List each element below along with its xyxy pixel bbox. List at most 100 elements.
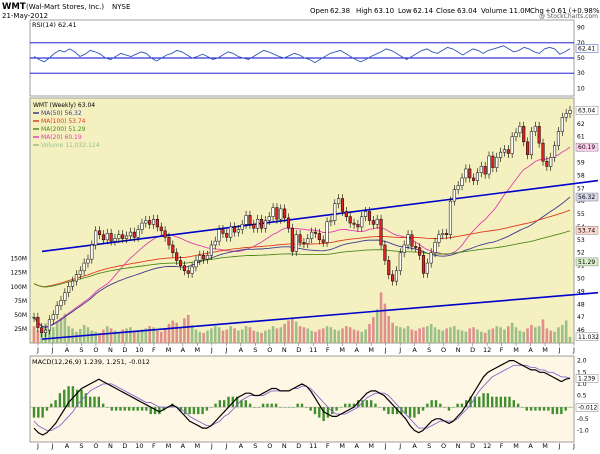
- candle-body: [279, 209, 282, 219]
- candle-body: [318, 233, 321, 239]
- candle-body: [264, 221, 267, 229]
- price-panel-frame: [30, 98, 574, 343]
- volume-bar: [569, 337, 572, 343]
- volume-bar: [102, 330, 105, 344]
- candle-body: [569, 110, 572, 113]
- candle-body: [91, 245, 94, 259]
- volume-bar: [549, 331, 552, 343]
- candle-body: [310, 232, 313, 238]
- volume-bar: [526, 328, 529, 343]
- volume-bar: [226, 330, 229, 344]
- candle-body: [110, 233, 113, 241]
- candle-body: [125, 236, 128, 239]
- macd-histogram-bar: [539, 407, 541, 410]
- macd-histogram-bar: [119, 407, 121, 410]
- macd-histogram-bar: [461, 404, 463, 407]
- candle-body: [287, 218, 290, 228]
- candle-body: [226, 233, 229, 237]
- macd-histogram-bar: [54, 400, 56, 407]
- volume-bar: [318, 330, 321, 344]
- volume-bar: [372, 317, 375, 343]
- candle-body: [360, 217, 363, 227]
- macd-histogram-bar: [223, 400, 225, 407]
- volume-bar: [364, 330, 367, 344]
- macd-histogram-bar: [422, 407, 424, 410]
- macd-histogram-bar: [137, 407, 139, 410]
- macd-histogram-bar: [253, 407, 255, 408]
- x-axis-label: N: [282, 346, 287, 354]
- macd-histogram-bar: [495, 397, 497, 407]
- candle-body: [476, 173, 479, 181]
- x-axis-label: N: [456, 346, 461, 354]
- macd-histogram-bar: [249, 404, 251, 407]
- macd-histogram-bar: [132, 407, 134, 410]
- candle-body: [94, 231, 97, 245]
- candle-body: [384, 245, 387, 260]
- volume-bar: [137, 332, 140, 343]
- macd-x-axis-label: D: [470, 442, 475, 450]
- macd-histogram-bar: [430, 400, 432, 407]
- macd-histogram-bar: [556, 407, 558, 414]
- volume-label: Volume: [481, 7, 507, 15]
- volume-bar: [148, 326, 151, 343]
- x-axis-label: D: [470, 346, 475, 354]
- candle-body: [175, 253, 178, 261]
- volume-bar: [399, 327, 402, 343]
- macd-x-axis-label: A: [354, 442, 359, 450]
- candle-body: [368, 211, 371, 220]
- macd-x-axis-label: A: [181, 442, 186, 450]
- macd-x-axis-label: O: [93, 442, 98, 450]
- x-axis-label: S: [253, 346, 257, 354]
- candle-body: [202, 255, 205, 259]
- volume-bar: [434, 327, 437, 343]
- macd-x-axis-label: J: [51, 442, 54, 450]
- candle-body: [233, 227, 236, 232]
- price-value-tag-label: 51.29: [578, 259, 595, 266]
- macd-x-axis-label: A: [65, 442, 70, 450]
- macd-histogram-bar: [46, 407, 48, 410]
- macd-histogram-bar: [374, 404, 376, 407]
- volume-bar: [322, 328, 325, 343]
- candle-body: [492, 156, 495, 168]
- macd-tick-label: 2.0: [577, 358, 587, 365]
- volume-bar: [403, 328, 406, 343]
- macd-x-axis-label: S: [427, 442, 431, 450]
- volume-bar: [542, 319, 545, 343]
- x-axis-label: F: [152, 346, 156, 354]
- price-tick-label: 53: [577, 237, 585, 244]
- price-tick-label: 47: [577, 314, 585, 321]
- volume-bar: [380, 292, 383, 343]
- candle-body: [148, 221, 151, 225]
- volume-bar: [276, 328, 279, 343]
- volume-bar: [457, 330, 460, 344]
- macd-x-axis-label: M: [513, 442, 519, 450]
- x-axis-label: O: [267, 346, 272, 354]
- rsi-tick-label: 90: [577, 25, 585, 32]
- x-axis-label: A: [412, 346, 417, 354]
- candle-body: [511, 137, 514, 154]
- volume-bar: [476, 330, 479, 344]
- volume-bar: [268, 330, 271, 344]
- volume-bar: [295, 322, 298, 343]
- volume-bar: [326, 326, 329, 343]
- candle-body: [64, 293, 67, 301]
- candle-body: [133, 232, 136, 237]
- volume-bar: [414, 331, 417, 343]
- exchange-label: NYSE: [112, 3, 130, 11]
- close-label: Close: [436, 7, 455, 15]
- price-tick-label: 57: [577, 185, 585, 192]
- candle-body: [499, 152, 502, 157]
- volume-bar: [441, 331, 444, 343]
- candle-body: [430, 253, 433, 263]
- macd-histogram-bar: [327, 407, 329, 417]
- volume-bar: [229, 326, 232, 343]
- macd-histogram-bar: [128, 407, 130, 410]
- candle-body: [87, 259, 90, 263]
- high-value: 63.10: [374, 7, 394, 15]
- macd-histogram-bar: [210, 407, 212, 408]
- candle-body: [465, 169, 468, 178]
- macd-histogram-bar: [33, 407, 35, 417]
- candle-body: [395, 271, 398, 281]
- candle-body: [438, 235, 441, 243]
- volume-bar: [430, 324, 433, 343]
